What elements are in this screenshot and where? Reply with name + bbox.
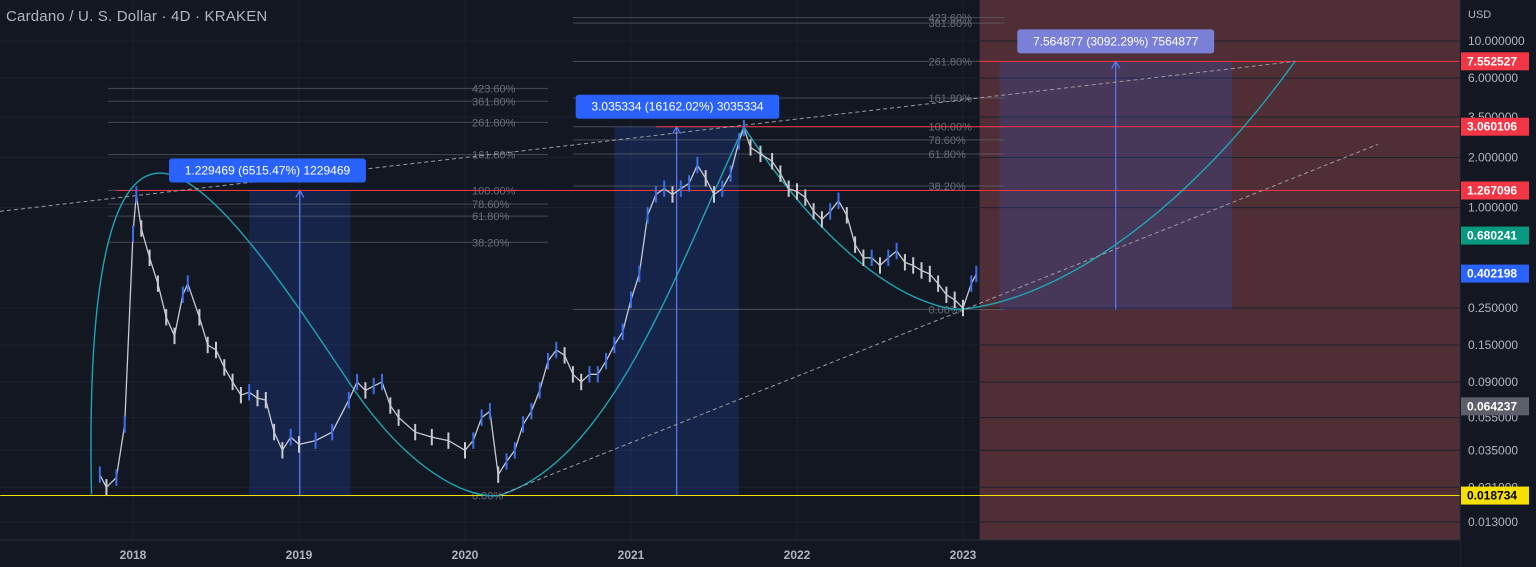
fib-level-label: 161.80% [472,150,516,162]
price-tick-label: 0.035000 [1468,443,1518,457]
price-series [98,119,978,496]
price-label-bg [1461,397,1529,416]
price-label-value: 1.267096 [1467,184,1517,198]
fib-level-label: 38.20% [472,237,510,249]
time-tick-label: 2021 [618,548,645,562]
symbol-title: Cardano / U. S. Dollar · 4D · KRAKEN [6,8,268,25]
price-label-value: 0.018734 [1467,489,1517,503]
time-tick-label: 2020 [452,548,479,562]
fib-level-label: 361.80% [929,18,973,30]
cycle-curves [90,60,1296,497]
price-tick-label: 10.000000 [1468,34,1525,48]
price-label-bg [1461,226,1529,245]
price-label-value: 0.680241 [1467,229,1517,243]
trend-line-lower [498,143,1379,497]
fib-level-label: 423.60% [472,83,516,95]
price-tick-label: 0.150000 [1468,338,1518,352]
price-label-bg [1461,117,1529,136]
fib-level-label: 38.20% [929,181,967,193]
price-label-value: 7.552527 [1467,54,1517,68]
measure-label-text: 7.564877 (3092.29%) 7564877 [1033,34,1199,48]
measure-labels: 1.229469 (6515.47%) 1229469 3.035334 (161… [169,29,1215,183]
measure-label-bg [169,158,366,183]
price-tick-label: 1.000000 [1468,201,1518,215]
horizontal-lines [0,60,1460,497]
price-axis: USD10.0000006.0000003.5000002.0000001.00… [1459,0,1536,567]
time-axis-bg [0,540,1460,567]
fib-level-label: 161.80% [929,93,973,105]
measure-label-bg [575,94,780,119]
price-label-value: 0.402198 [1467,267,1517,281]
price-tick-label: 0.013000 [1468,515,1518,529]
price-tick-label: 0.250000 [1468,301,1518,315]
price-label-bg [1461,264,1529,283]
cycle-curve-1 [90,172,499,497]
price-tick-label: 2.000000 [1468,150,1518,164]
price-axis-bg [1460,0,1536,567]
price-label-value: 0.064237 [1467,399,1517,413]
price-label-bg [1461,52,1529,71]
fib-level-label: 100.00% [929,122,973,134]
measure-label-text: 1.229469 (6515.47%) 1229469 [185,164,351,178]
fib-level-label: 423.60% [929,13,973,25]
fib-level-label: 0.00% [472,491,503,503]
measure-label-bg [1017,29,1215,54]
price-tick-label: 0.090000 [1468,375,1518,389]
currency-label: USD [1468,9,1491,21]
time-tick-label: 2023 [950,548,977,562]
trend-lines [0,60,1379,497]
cycle-curve-2 [498,60,1296,497]
fib-level-label: 100.00% [472,185,516,197]
fib-level-label: 78.60% [472,199,510,211]
price-label-bg [1461,486,1529,505]
fib-level-label: 361.80% [472,96,516,108]
fib-level-label: 261.80% [472,117,516,129]
price-label-value: 3.060106 [1467,120,1517,134]
trend-line-upper [0,60,1296,212]
fib-level-label: 0.00% [929,304,960,316]
time-tick-label: 2022 [784,548,811,562]
time-axis: 2018 2019 2020 2021 2022 2023 [0,539,1460,567]
fib-level-label: 61.80% [472,211,510,223]
price-tick-label: 6.000000 [1468,71,1518,85]
fib-level-label: 78.60% [929,135,967,147]
measure-label-text: 3.035334 (16162.02%) 3035334 [591,100,763,114]
time-tick-label: 2018 [120,548,147,562]
time-tick-label: 2019 [286,548,313,562]
fib-level-label: 61.80% [929,149,967,161]
fib-level-label: 261.80% [929,56,973,68]
price-label-bg [1461,181,1529,200]
